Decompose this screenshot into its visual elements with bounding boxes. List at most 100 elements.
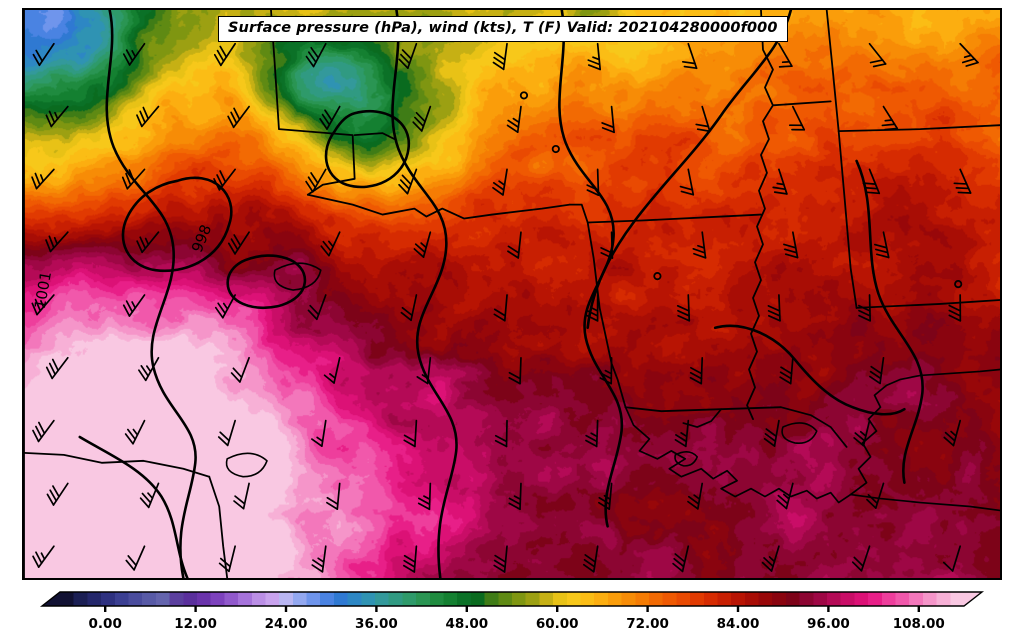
wind-barb: [227, 231, 250, 255]
colorbar-swatch: [265, 592, 280, 606]
colorbar-swatch: [607, 592, 623, 606]
wind-barb: [788, 105, 806, 131]
colorbar-tick-label: 96.00: [807, 616, 850, 632]
wind-barb: [31, 294, 55, 316]
wind-barb: [213, 168, 236, 191]
wind-barb: [305, 42, 327, 68]
wind-barb: [494, 419, 508, 448]
colorbar-swatch: [416, 592, 431, 606]
wind-barb: [32, 42, 55, 67]
wind-barb: [398, 168, 418, 195]
colorbar-swatch: [361, 592, 376, 606]
colorbar-swatch: [785, 592, 801, 606]
wind-barb: [412, 105, 432, 132]
wind-barb: [778, 42, 793, 68]
colorbar-swatch: [895, 592, 910, 606]
wind-barb: [319, 105, 341, 130]
wind-barb: [320, 231, 341, 257]
colorbar-swatch: [470, 592, 486, 606]
colorbar-tick-label: 36.00: [355, 616, 398, 632]
wind-barb: [218, 545, 236, 573]
wind-barb: [508, 356, 522, 385]
colorbar-swatch: [566, 592, 582, 606]
wind-barb: [136, 231, 160, 254]
wind-barb: [493, 294, 508, 322]
colorbar-swatch: [306, 592, 321, 606]
pressure-contour: [558, 10, 624, 528]
colorbar-swatch: [909, 592, 924, 606]
colorbar[interactable]: 0.00 12.00 24.00 36.00 48.00 60.00 72.00 84.00 9…: [22, 588, 1002, 633]
station-marker: [519, 91, 529, 100]
wind-barb: [125, 545, 146, 571]
wind-barb: [45, 231, 69, 253]
wind-barb: [868, 42, 887, 68]
wind-barb: [672, 545, 690, 573]
state-border: [306, 193, 571, 220]
colorbar-swatch: [717, 592, 732, 606]
wind-barb: [227, 105, 250, 129]
wind-barb: [213, 42, 236, 67]
wind-barb: [136, 105, 160, 128]
wind-barb: [493, 545, 508, 573]
colorbar-swatch: [676, 592, 691, 606]
colorbar-swatch: [731, 592, 746, 606]
colorbar-outline: [39, 591, 985, 607]
wind-barb: [124, 419, 146, 445]
colorbar-swatch: [594, 592, 609, 606]
wind-barb: [857, 294, 872, 322]
colorbar-swatch: [388, 592, 404, 606]
colorbar-swatch: [251, 592, 267, 606]
wind-barb: [674, 419, 690, 448]
wind-barb: [398, 42, 418, 69]
wind-barb: [45, 105, 69, 128]
wind-barb: [139, 482, 160, 509]
colorbar-swatch: [936, 592, 951, 606]
wind-barb: [508, 482, 522, 511]
wind-barb: [943, 419, 962, 447]
wind-barb: [695, 105, 711, 133]
wind-barb: [122, 294, 146, 317]
wind-barb: [874, 231, 890, 259]
wind-barb: [772, 168, 788, 195]
colorbar-swatch: [868, 592, 883, 606]
colorbar-swatch: [128, 592, 143, 606]
wind-barb: [601, 105, 615, 134]
colorbar-swatch: [457, 592, 472, 606]
colorbar-swatch: [73, 592, 88, 606]
state-border: [772, 100, 832, 107]
wind-barb: [492, 168, 508, 196]
colorbar-swatch: [210, 592, 225, 606]
colorbar-swatch: [690, 592, 705, 606]
colorbar-swatch: [635, 592, 650, 606]
state-border: [624, 406, 782, 413]
colorbar-tick-label: 108.00: [893, 616, 945, 632]
pressure-contour: [713, 324, 906, 416]
wind-barb: [689, 356, 704, 385]
wind-barb: [326, 482, 341, 510]
station-marker: [653, 272, 662, 281]
colorbar-tick-label: 72.00: [626, 616, 669, 632]
map-panel[interactable]: 998 1001: [22, 8, 1002, 580]
colorbar-swatch: [703, 592, 719, 606]
pressure-contour: [324, 109, 410, 189]
colorbar-tick-label: 60.00: [536, 616, 579, 632]
colorbar-swatch: [621, 592, 636, 606]
wind-barb: [323, 356, 341, 384]
station-marker: [551, 144, 560, 154]
wind-barb: [948, 294, 962, 322]
wind-barb: [761, 545, 780, 572]
wind-barb: [138, 356, 160, 382]
wind-barb: [600, 231, 614, 259]
lake: [781, 422, 818, 444]
colorbar-swatch: [813, 592, 828, 606]
colorbar-swatch: [840, 592, 856, 606]
colorbar-tick-label: 48.00: [445, 616, 488, 632]
colorbar-swatch: [484, 592, 499, 606]
wind-barb: [959, 42, 979, 67]
wind-barb: [307, 294, 327, 321]
wind-barb: [32, 419, 55, 443]
state-border: [598, 307, 627, 409]
colorbar-swatch: [402, 592, 417, 606]
lake: [674, 451, 699, 467]
wind-barb: [599, 356, 613, 385]
